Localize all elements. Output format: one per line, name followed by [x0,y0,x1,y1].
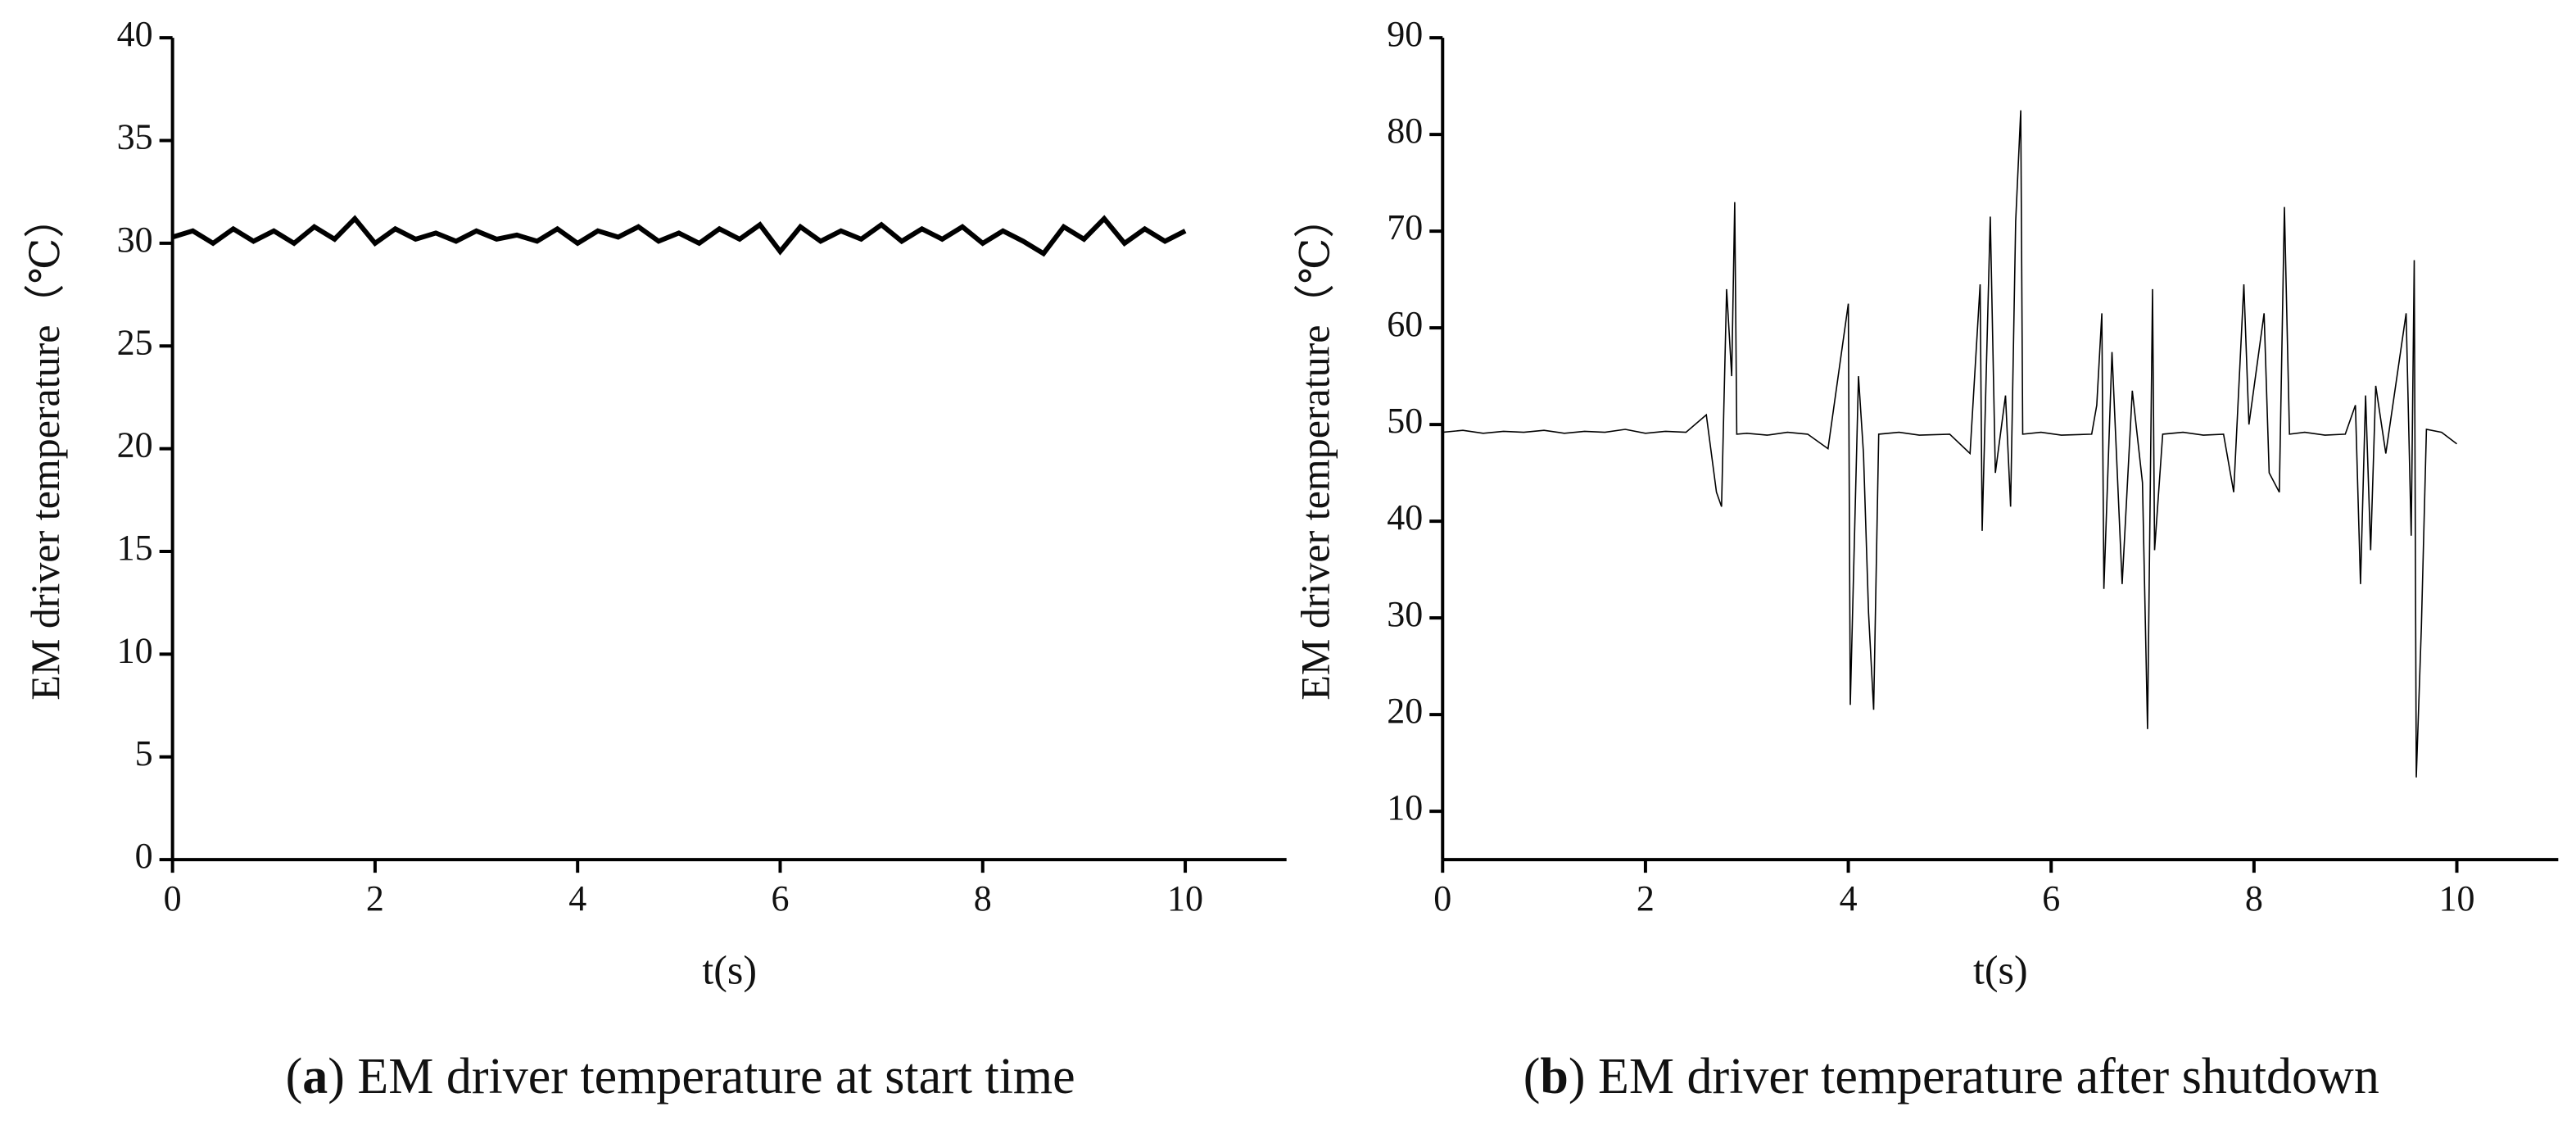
x-tick-label: 10 [1167,878,1203,919]
x-axis-label: t(s) [1973,947,2028,993]
y-tick-label: 60 [1387,304,1423,344]
y-tick-label: 25 [117,322,153,362]
x-axis-label: t(s) [702,947,757,993]
caption: (b) EM driver temperature after shutdown [1523,1049,2379,1105]
caption: (a) EM driver temperature at start time [286,1049,1075,1105]
x-tick-label: 4 [1840,878,1858,919]
y-tick-label: 0 [135,836,153,876]
caption-part: ( [286,1049,303,1105]
y-tick-label: 30 [117,220,153,260]
y-tick-label: 30 [1387,594,1423,634]
x-tick-label: 2 [366,878,384,919]
y-tick-label: 15 [117,528,153,568]
x-tick-label: 4 [568,878,586,919]
x-tick-label: 6 [771,878,789,919]
x-tick-label: 0 [1433,878,1451,919]
x-tick-label: 6 [2042,878,2060,919]
y-tick-label: 5 [135,733,153,773]
data-line [1442,110,2457,778]
y-axis-label: EM driver temperature（℃） [22,197,68,701]
y-tick-label: 20 [117,425,153,465]
y-tick-label: 10 [117,630,153,670]
x-tick-label: 8 [974,878,992,919]
data-line [171,215,1187,257]
caption-part: ) EM driver temperature after shutdown [1569,1049,2379,1105]
y-tick-label: 80 [1387,111,1423,151]
y-tick-label: 40 [1387,497,1423,538]
caption-part: b [1540,1049,1568,1105]
x-tick-label: 8 [2245,878,2263,919]
y-tick-label: 90 [1387,14,1423,54]
y-tick-label: 40 [117,14,153,54]
y-tick-label: 70 [1387,207,1423,247]
caption-part: ) EM driver temperature at start time [328,1049,1075,1105]
x-tick-label: 2 [1637,878,1655,919]
y-tick-label: 10 [1387,787,1423,828]
y-axis-label: EM driver temperature（℃） [1293,197,1338,701]
x-tick-label: 0 [164,878,182,919]
x-tick-label: 10 [2439,878,2475,919]
y-tick-label: 20 [1387,691,1423,731]
y-tick-label: 50 [1387,401,1423,441]
y-tick-label: 35 [117,117,153,157]
caption-part: ( [1523,1049,1541,1105]
caption-part: a [302,1049,328,1105]
